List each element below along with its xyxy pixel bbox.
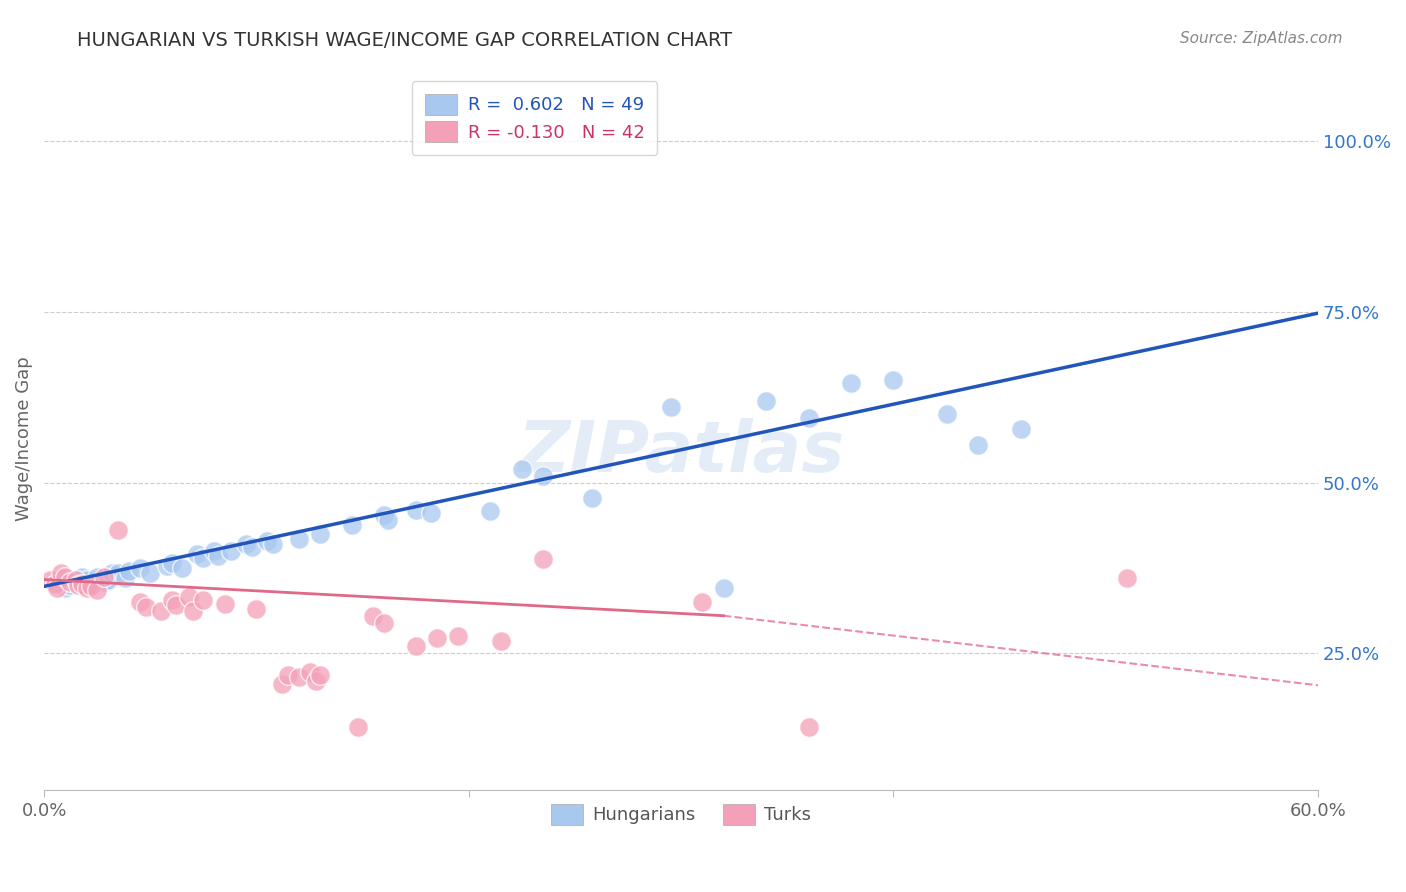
Point <box>193 593 215 607</box>
Point <box>39 573 62 587</box>
Point <box>882 373 904 387</box>
Point <box>86 570 108 584</box>
Point <box>65 573 87 587</box>
Point <box>256 533 278 548</box>
Point <box>839 376 862 391</box>
Point <box>240 541 263 555</box>
Point <box>80 579 103 593</box>
Point <box>692 595 714 609</box>
Point <box>107 524 129 538</box>
Point <box>479 504 502 518</box>
Point <box>128 595 150 609</box>
Point <box>193 550 215 565</box>
Point <box>53 570 76 584</box>
Point <box>72 576 94 591</box>
Point <box>181 604 204 618</box>
Point <box>107 566 129 580</box>
Point <box>373 615 395 630</box>
Point <box>489 634 512 648</box>
Point <box>101 566 124 580</box>
Point <box>531 468 554 483</box>
Point <box>202 544 225 558</box>
Point <box>44 576 66 591</box>
Point <box>309 668 332 682</box>
Point <box>447 629 470 643</box>
Point <box>305 673 328 688</box>
Point <box>340 517 363 532</box>
Point <box>419 506 441 520</box>
Point <box>97 573 120 587</box>
Point <box>53 582 76 596</box>
Point <box>245 602 267 616</box>
Point <box>214 597 236 611</box>
Point <box>1116 571 1139 585</box>
Text: Source: ZipAtlas.com: Source: ZipAtlas.com <box>1180 31 1343 46</box>
Point <box>44 574 66 589</box>
Point <box>288 532 311 546</box>
Point <box>935 407 957 421</box>
Point <box>967 438 990 452</box>
Point <box>93 574 115 589</box>
Point <box>405 503 427 517</box>
Point <box>172 561 194 575</box>
Point <box>277 668 299 682</box>
Point <box>67 578 90 592</box>
Point <box>72 570 94 584</box>
Point <box>139 566 162 580</box>
Point <box>207 549 229 564</box>
Point <box>93 570 115 584</box>
Point <box>135 599 157 614</box>
Point <box>235 537 257 551</box>
Point <box>1010 422 1032 436</box>
Point <box>373 508 395 523</box>
Point <box>58 574 80 589</box>
Point <box>45 582 67 596</box>
Point <box>160 593 183 607</box>
Point <box>156 558 179 573</box>
Point <box>149 604 172 618</box>
Point <box>510 462 533 476</box>
Point <box>755 393 778 408</box>
Legend: Hungarians, Turks: Hungarians, Turks <box>541 795 820 834</box>
Point <box>288 670 311 684</box>
Point <box>128 561 150 575</box>
Point <box>262 537 284 551</box>
Point <box>659 401 682 415</box>
Point <box>76 582 98 596</box>
Point <box>581 491 603 505</box>
Point <box>347 720 370 734</box>
Point <box>49 566 72 580</box>
Point <box>114 571 136 585</box>
Point <box>531 552 554 566</box>
Point <box>797 410 820 425</box>
Point <box>713 582 735 596</box>
Point <box>165 599 187 613</box>
Point <box>361 608 384 623</box>
Point <box>219 544 242 558</box>
Point <box>377 513 399 527</box>
Point <box>160 556 183 570</box>
Text: ZIPatlas: ZIPatlas <box>517 417 845 487</box>
Text: HUNGARIAN VS TURKISH WAGE/INCOME GAP CORRELATION CHART: HUNGARIAN VS TURKISH WAGE/INCOME GAP COR… <box>77 31 733 50</box>
Point <box>271 677 294 691</box>
Point <box>797 720 820 734</box>
Point <box>76 573 98 587</box>
Point <box>177 591 200 605</box>
Point <box>65 573 87 587</box>
Point <box>405 640 427 654</box>
Point <box>58 578 80 592</box>
Point <box>80 576 103 591</box>
Point <box>309 526 332 541</box>
Point <box>49 571 72 585</box>
Point <box>118 565 141 579</box>
Point <box>86 583 108 598</box>
Point <box>298 665 321 680</box>
Y-axis label: Wage/Income Gap: Wage/Income Gap <box>15 356 32 521</box>
Point <box>426 632 449 646</box>
Point <box>186 547 208 561</box>
